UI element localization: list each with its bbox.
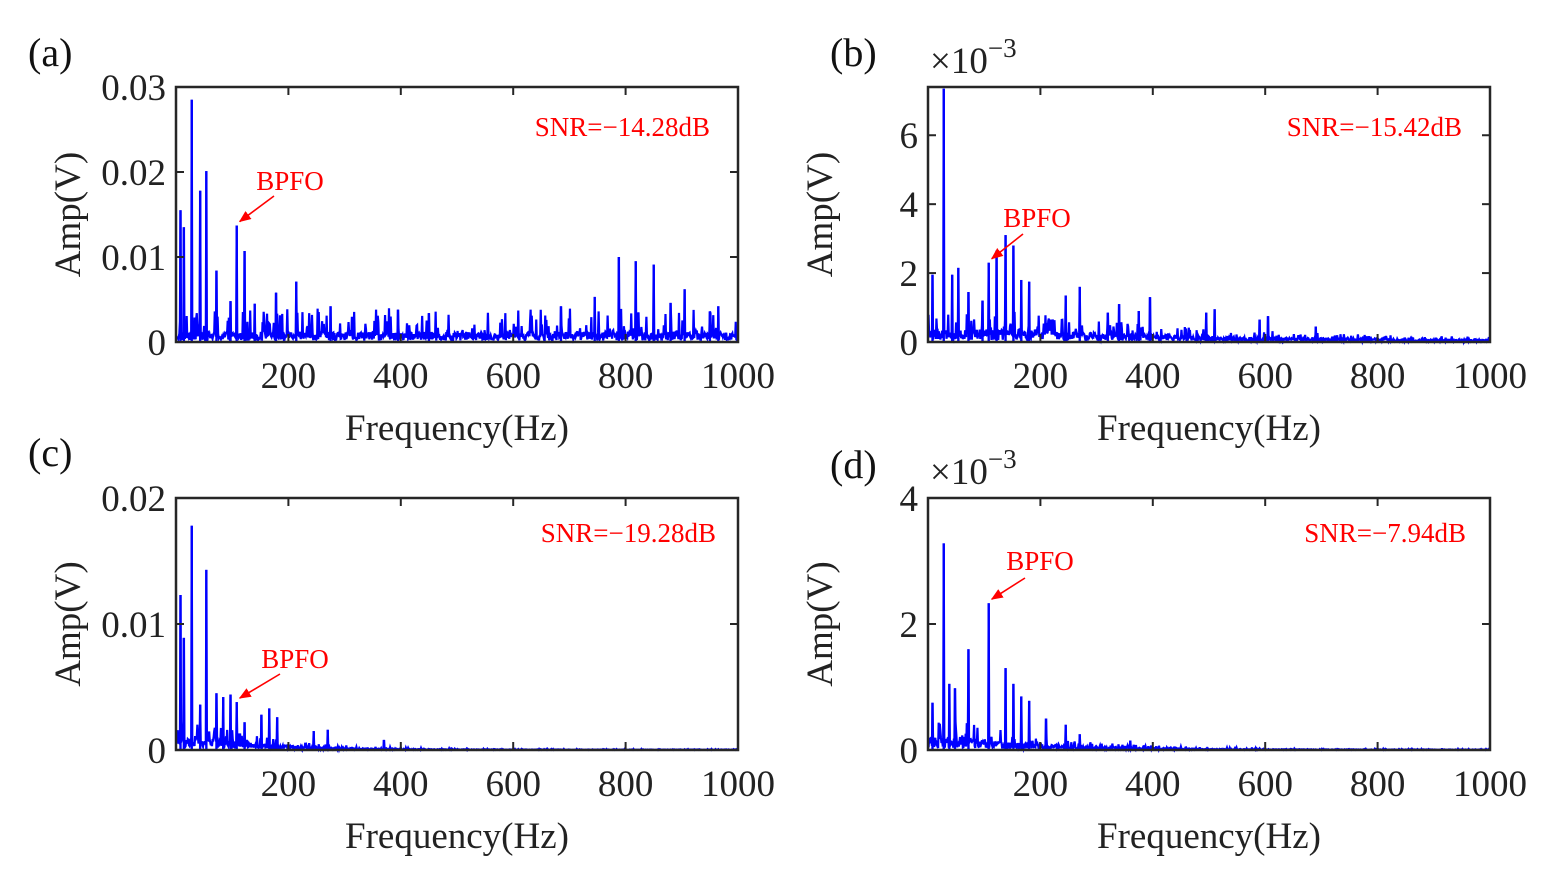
axes-box <box>926 85 1492 344</box>
x-tick-label: 200 <box>261 356 317 397</box>
x-tick-label: 1000 <box>1453 764 1527 805</box>
x-axis-title: Frequency(Hz) <box>1097 816 1321 857</box>
y-exponent-power: −3 <box>988 33 1017 63</box>
panel-d: 200 400 600 800 1000 0 2 4 ×10−3 Frequency(Hz) Amp… <box>800 442 1527 857</box>
y-exponent-label: ×10−3 <box>930 33 1017 82</box>
snr-annotation: SNR=−7.94dB <box>1304 518 1466 548</box>
y-tick-label: 0.01 <box>101 238 166 279</box>
x-tick-label: 400 <box>373 764 429 805</box>
x-axis-title: Frequency(Hz) <box>345 408 569 449</box>
y-tick-label: 4 <box>900 185 919 226</box>
y-tick-label: 6 <box>900 116 919 157</box>
snr-annotation: SNR=−14.28dB <box>535 112 710 142</box>
y-tick-label: 4 <box>900 479 919 520</box>
x-tick-label: 1000 <box>701 764 775 805</box>
panel-label: (c) <box>28 430 72 475</box>
x-tick-label: 400 <box>1125 356 1181 397</box>
bpfo-arrow <box>238 673 281 699</box>
y-axis-title: Amp(V) <box>48 561 89 686</box>
x-tick-label: 600 <box>485 356 541 397</box>
panel-label: (d) <box>830 442 877 487</box>
axes-box <box>174 85 740 344</box>
y-tick-label: 0 <box>148 731 167 772</box>
bpfo-annotation: BPFO <box>1006 546 1074 576</box>
y-tick-label: 0 <box>900 731 919 772</box>
x-tick-label: 600 <box>1237 356 1293 397</box>
x-tick-label: 800 <box>1350 764 1406 805</box>
y-tick-label: 0 <box>148 323 167 364</box>
panel-label: (a) <box>28 30 72 75</box>
bpfo-annotation: BPFO <box>1003 203 1071 233</box>
panel-label: (b) <box>830 30 877 75</box>
x-axis-title: Frequency(Hz) <box>345 816 569 857</box>
x-tick-label: 200 <box>1013 356 1069 397</box>
panel-c: 200 400 600 800 1000 0 0.01 0.02 Frequency(Hz) Am… <box>28 430 775 857</box>
y-axis-title: Amp(V) <box>800 152 841 277</box>
panel-b: 200 400 600 800 1000 0 2 4 6 ×10−3 Frequency(Hz) Am… <box>800 30 1527 449</box>
bpfo-arrow <box>990 233 1024 260</box>
x-tick-label: 800 <box>598 356 654 397</box>
plot-area <box>176 87 738 342</box>
y-tick-label: 2 <box>900 254 919 295</box>
x-tick-label: 800 <box>598 764 654 805</box>
y-tick-label: 0.02 <box>101 153 166 194</box>
bpfo-arrow <box>990 577 1026 600</box>
y-exponent-power: −3 <box>988 444 1017 474</box>
x-tick-label: 200 <box>1013 764 1069 805</box>
x-tick-label: 800 <box>1350 356 1406 397</box>
snr-annotation: SNR=−15.42dB <box>1287 112 1462 142</box>
x-tick-label: 400 <box>373 356 429 397</box>
x-tick-label: 400 <box>1125 764 1181 805</box>
bpfo-arrow <box>238 195 275 223</box>
x-tick-label: 200 <box>261 764 317 805</box>
plot-area <box>176 498 738 750</box>
y-axis-title: Amp(V) <box>48 152 89 277</box>
y-tick-label: 2 <box>900 605 919 646</box>
y-tick-label: 0.03 <box>101 68 166 109</box>
snr-annotation: SNR=−19.28dB <box>541 518 716 548</box>
bpfo-annotation: BPFO <box>256 166 324 196</box>
spectrum-line <box>175 99 739 344</box>
x-tick-label: 600 <box>485 764 541 805</box>
y-exponent-label: ×10−3 <box>930 444 1017 493</box>
x-tick-label: 1000 <box>701 356 775 397</box>
bpfo-annotation: BPFO <box>261 644 329 674</box>
y-axis-title: Amp(V) <box>800 561 841 686</box>
x-tick-label: 600 <box>1237 764 1293 805</box>
x-axis-title: Frequency(Hz) <box>1097 408 1321 449</box>
y-exponent-base: ×10 <box>930 41 988 82</box>
y-exponent-base: ×10 <box>930 452 988 493</box>
y-tick-label: 0 <box>900 323 919 364</box>
y-tick-label: 0.02 <box>101 479 166 520</box>
x-tick-label: 1000 <box>1453 356 1527 397</box>
y-tick-label: 0.01 <box>101 605 166 646</box>
panel-a: 200 400 600 800 1000 0 0.01 0.02 0.03 Frequency(H… <box>28 30 775 449</box>
